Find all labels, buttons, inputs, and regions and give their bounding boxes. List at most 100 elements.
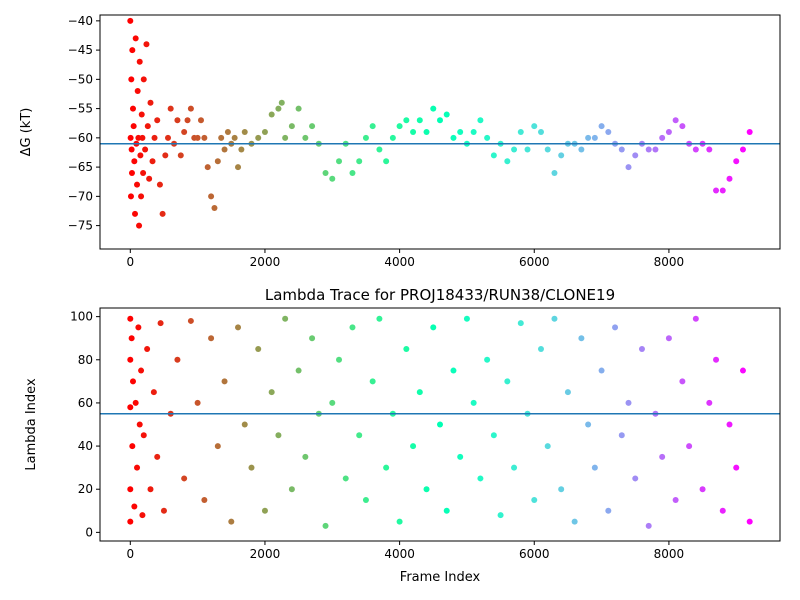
- data-point: [625, 164, 632, 171]
- data-point: [132, 210, 139, 217]
- data-point: [135, 324, 142, 331]
- data-point: [132, 399, 139, 406]
- data-point: [477, 475, 484, 482]
- data-point: [537, 345, 544, 352]
- data-point: [726, 421, 733, 428]
- data-point: [138, 193, 145, 200]
- data-point: [131, 158, 138, 165]
- data-point: [127, 486, 134, 493]
- data-point: [329, 399, 336, 406]
- y-tick-label: −40: [68, 14, 93, 28]
- data-point: [396, 123, 403, 130]
- data-point: [564, 389, 571, 396]
- data-point: [349, 169, 356, 176]
- y-tick-label: 40: [78, 439, 93, 453]
- data-point: [228, 518, 235, 525]
- data-point: [214, 158, 221, 165]
- data-point: [144, 123, 151, 130]
- data-point: [146, 175, 153, 182]
- data-point: [295, 367, 302, 374]
- data-point: [739, 146, 746, 153]
- data-point: [342, 475, 349, 482]
- data-point: [531, 497, 538, 504]
- y-tick-label: 0: [85, 525, 93, 539]
- y-axis-label: Lambda Index: [24, 378, 39, 471]
- data-point: [143, 41, 150, 48]
- data-point: [362, 134, 369, 141]
- data-point: [136, 421, 143, 428]
- data-point: [484, 356, 491, 363]
- data-point: [282, 134, 289, 141]
- x-tick-label: 8000: [654, 255, 685, 269]
- data-point: [369, 123, 376, 130]
- y-tick-label: −70: [68, 189, 93, 203]
- data-point: [605, 129, 612, 135]
- data-point: [490, 432, 497, 439]
- lambda-trace-panel: 0 2000 4000 6000 8000 0 20 40 60 80 100 Lambda Inde…: [24, 286, 781, 585]
- data-point: [156, 181, 163, 188]
- data-point: [231, 134, 238, 141]
- data-point: [733, 464, 740, 471]
- data-point: [144, 345, 151, 352]
- data-point: [137, 152, 144, 159]
- data-point: [208, 335, 215, 342]
- x-tick-label: 2000: [250, 255, 281, 269]
- data-point: [194, 399, 201, 406]
- data-point: [154, 453, 161, 460]
- data-point: [497, 512, 504, 519]
- data-point: [410, 129, 417, 135]
- x-tick-label: 6000: [519, 547, 550, 561]
- data-point: [423, 486, 430, 493]
- data-point: [160, 507, 167, 514]
- data-point: [376, 146, 383, 153]
- data-point: [463, 315, 470, 322]
- data-point: [255, 134, 262, 141]
- data-point: [336, 356, 343, 363]
- y-tick-label: 100: [70, 310, 93, 324]
- data-point: [719, 507, 726, 514]
- data-point: [605, 507, 612, 514]
- data-point: [578, 335, 585, 342]
- data-point: [450, 134, 457, 141]
- data-point: [645, 146, 652, 153]
- data-point: [288, 486, 295, 493]
- data-point: [140, 432, 147, 439]
- data-point: [746, 129, 753, 135]
- data-point: [128, 335, 135, 342]
- data-point: [665, 335, 672, 342]
- data-point: [131, 503, 138, 510]
- data-point: [218, 134, 225, 141]
- data-point: [457, 453, 464, 460]
- data-point: [128, 146, 135, 153]
- data-point: [235, 324, 242, 331]
- data-point: [187, 317, 194, 324]
- data-point: [127, 17, 134, 24]
- data-point: [130, 123, 137, 130]
- data-point: [329, 175, 336, 182]
- data-point: [208, 193, 215, 200]
- data-point: [618, 146, 625, 153]
- y-tick-label: 60: [78, 396, 93, 410]
- data-point: [128, 169, 135, 176]
- data-point: [437, 421, 443, 428]
- data-point: [194, 134, 201, 141]
- data-point: [134, 464, 141, 471]
- data-point: [127, 134, 134, 141]
- data-point: [268, 111, 275, 118]
- data-point: [129, 378, 136, 385]
- x-tick-label: 6000: [519, 255, 550, 269]
- data-point: [127, 315, 134, 322]
- data-point: [201, 497, 208, 504]
- data-point: [544, 443, 551, 450]
- data-point: [140, 76, 147, 83]
- data-point: [410, 443, 417, 450]
- x-tick-label: 8000: [654, 547, 685, 561]
- x-tick-label: 4000: [384, 547, 415, 561]
- data-point: [181, 475, 188, 482]
- data-point: [598, 367, 605, 374]
- data-point: [139, 134, 146, 141]
- data-point: [625, 399, 632, 406]
- data-point: [221, 146, 228, 153]
- data-point: [632, 475, 639, 482]
